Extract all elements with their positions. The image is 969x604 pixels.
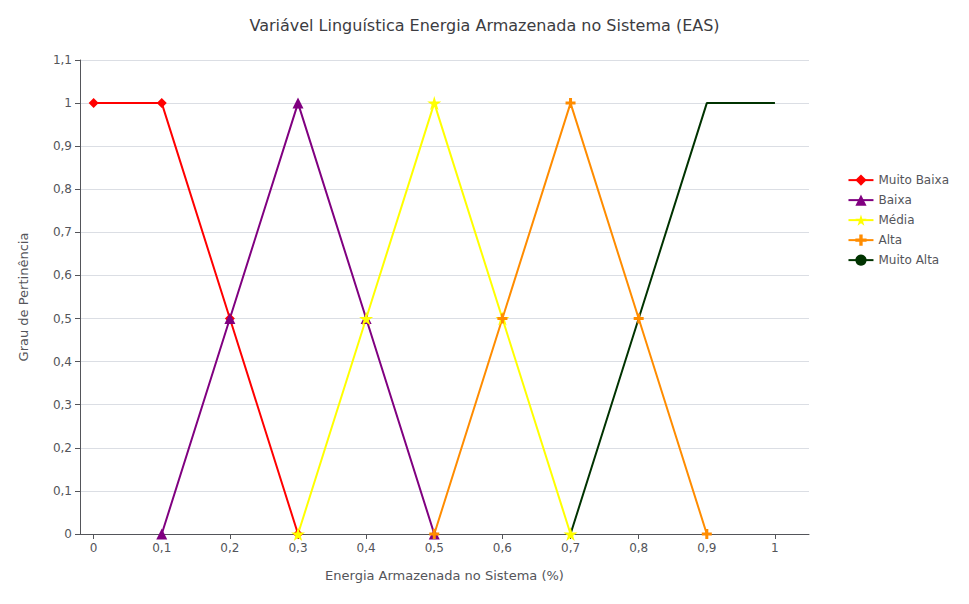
svg-text:0,3: 0,3: [53, 398, 72, 412]
svg-text:Muito Alta: Muito Alta: [878, 253, 939, 267]
svg-text:Baixa: Baixa: [878, 193, 911, 207]
svg-text:0,2: 0,2: [53, 441, 72, 455]
svg-text:0: 0: [90, 541, 98, 555]
svg-text:0,6: 0,6: [493, 541, 512, 555]
svg-text:0,8: 0,8: [53, 182, 72, 196]
svg-text:0,2: 0,2: [220, 541, 239, 555]
svg-text:0,8: 0,8: [629, 541, 648, 555]
svg-text:0,4: 0,4: [357, 541, 376, 555]
svg-text:Grau de Pertinência: Grau de Pertinência: [16, 233, 31, 362]
svg-text:0,6: 0,6: [53, 268, 72, 282]
svg-text:0,7: 0,7: [561, 541, 580, 555]
svg-text:0,3: 0,3: [288, 541, 307, 555]
svg-text:0,7: 0,7: [53, 225, 72, 239]
svg-text:1: 1: [64, 96, 72, 110]
svg-text:0,4: 0,4: [53, 355, 72, 369]
svg-text:0,1: 0,1: [53, 484, 72, 498]
svg-text:Muito Baixa: Muito Baixa: [878, 173, 949, 187]
svg-text:Média: Média: [878, 213, 914, 227]
svg-text:0,9: 0,9: [53, 139, 72, 153]
svg-text:0,1: 0,1: [152, 541, 171, 555]
svg-text:0,9: 0,9: [697, 541, 716, 555]
svg-text:Alta: Alta: [878, 233, 902, 247]
svg-text:Variável Linguística Energia A: Variável Linguística Energia Armazenada …: [249, 16, 719, 35]
svg-text:1: 1: [771, 541, 779, 555]
svg-text:0,5: 0,5: [425, 541, 444, 555]
svg-text:Energia Armazenada no Sistema: Energia Armazenada no Sistema (%): [325, 568, 564, 583]
svg-text:0,5: 0,5: [53, 312, 72, 326]
svg-text:1,1: 1,1: [53, 53, 72, 67]
svg-text:0: 0: [64, 527, 72, 541]
